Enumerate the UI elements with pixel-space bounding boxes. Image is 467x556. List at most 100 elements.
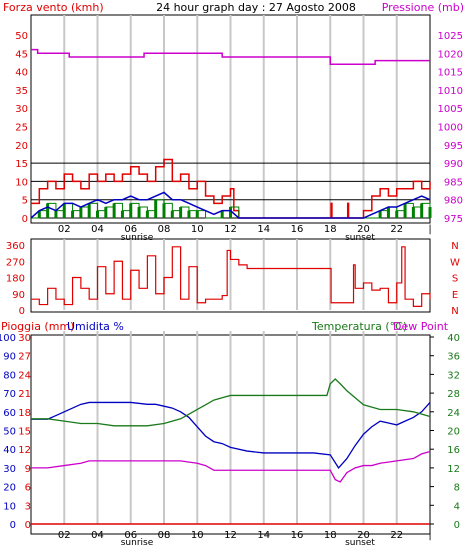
wind-y-tick-label: 50 — [15, 31, 28, 42]
compass-tick-label: W — [450, 257, 460, 268]
humidity-y-tick-label: 70 — [3, 389, 16, 400]
wind-x-tick-label: 12 — [224, 224, 237, 235]
temp-x-tick-label: 20 — [357, 530, 370, 541]
sunrise-label-bottom: sunrise — [121, 538, 154, 548]
rain-y-tick-label: 18 — [18, 408, 31, 419]
axes-layer: 02 04 06 08 10 12 14 16 18 20 22 |02 04 06 08 10 12 14 16 1… — [0, 31, 463, 541]
temp-x-tick-label: 18 — [324, 530, 337, 541]
series-layer — [30, 48, 432, 525]
wind-x-tick-label: 10 — [191, 224, 204, 235]
wind-y-tick-label: 20 — [15, 141, 28, 152]
temperature-y-tick-label: 36 — [447, 352, 460, 363]
dew-point-line — [31, 450, 431, 483]
humidity-y-tick-label: 20 — [3, 483, 16, 494]
wind-x-tick-label: | — [428, 224, 431, 235]
wind-y-tick-label: 40 — [15, 68, 28, 79]
compass-tick-label: S — [452, 274, 458, 285]
wind-x-tick-label: 08 — [158, 224, 171, 235]
sunset-label-top: sunset — [345, 233, 375, 243]
pressure-y-tick-label: 1020 — [438, 49, 463, 60]
direction-y-tick-label: 180 — [6, 274, 25, 285]
temp-x-tick-label: 14 — [257, 530, 270, 541]
direction-y-tick-label: 360 — [6, 241, 25, 252]
rain-y-tick-label: 3 — [25, 501, 31, 512]
compass-tick-label: N — [451, 241, 458, 252]
pressure-y-tick-label: 1010 — [438, 86, 463, 97]
wind-y-tick-label: 35 — [15, 86, 28, 97]
pressure-y-tick-label: 1025 — [438, 31, 463, 42]
rain-y-tick-label: 12 — [18, 445, 31, 456]
rain-y-tick-label: 9 — [25, 464, 31, 475]
temp-x-tick-label: 06 — [124, 530, 137, 541]
wind-y-tick-label: 10 — [15, 177, 28, 188]
temperature-y-tick-label: 8 — [454, 483, 460, 494]
humidity-y-tick-label: 30 — [3, 464, 16, 475]
wind-y-tick-label: 25 — [15, 123, 28, 134]
temp-x-tick-label: 16 — [291, 530, 304, 541]
temperature-y-tick-label: 12 — [447, 464, 460, 475]
wind-y-tick-label: 30 — [15, 104, 28, 115]
rain-y-tick-label: 0 — [25, 520, 31, 531]
humidity-y-tick-label: 60 — [3, 408, 16, 419]
pressure-y-tick-label: 995 — [444, 141, 463, 152]
direction-y-tick-label: 0 — [19, 306, 25, 317]
wind-x-tick-label: 18 — [324, 224, 337, 235]
humidity-y-tick-label: 0 — [10, 520, 16, 531]
temp-x-tick-label: 04 — [91, 530, 104, 541]
rain-axis-title: Pioggia (mm) — [1, 320, 74, 333]
temperature-y-tick-label: 16 — [447, 445, 460, 456]
temperature-line — [31, 378, 431, 427]
wind-low-line — [31, 199, 431, 219]
wind-y-tick-label: 45 — [15, 49, 28, 60]
rain-y-tick-label: 24 — [18, 370, 31, 381]
wind-x-tick-label: 04 — [91, 224, 104, 235]
humidity-line — [31, 401, 431, 469]
pressure-y-tick-label: 1015 — [438, 68, 463, 79]
wind-y-tick-label: 5 — [22, 196, 28, 207]
pressure-y-tick-label: 990 — [444, 159, 463, 170]
temperature-y-tick-label: 20 — [447, 427, 460, 438]
sunset-label-bottom: sunset — [345, 538, 375, 548]
temperature-y-tick-label: 40 — [447, 333, 460, 344]
humidity-y-tick-label: 80 — [3, 370, 16, 381]
pressure-y-tick-label: 1000 — [438, 123, 463, 134]
temperature-y-tick-label: 4 — [454, 501, 460, 512]
temperature-y-tick-label: 32 — [447, 370, 460, 381]
wind-direction-line — [31, 246, 431, 307]
rain-y-tick-label: 15 — [18, 427, 31, 438]
temp-x-tick-label: | — [428, 530, 431, 541]
pressure-title: Pressione (mb) — [382, 1, 464, 14]
humidity-y-tick-label: 100 — [0, 333, 16, 344]
wind-x-tick-label: 02 — [58, 224, 71, 235]
wind-x-tick-label: 06 — [124, 224, 137, 235]
temp-x-tick-label: 10 — [191, 530, 204, 541]
wind-y-tick-label: 15 — [15, 159, 28, 170]
compass-tick-label: N — [451, 306, 458, 317]
pressure-y-tick-label: 985 — [444, 177, 463, 188]
temp-x-tick-label: 08 — [158, 530, 171, 541]
rain-y-tick-label: 30 — [18, 333, 31, 344]
rain-y-tick-label: 21 — [18, 389, 31, 400]
chart-main-title: 24 hour graph day : 27 Agosto 2008 — [156, 1, 356, 14]
rain-y-tick-label: 6 — [25, 483, 31, 494]
temperature-y-tick-label: 0 — [454, 520, 460, 531]
temperature-y-tick-label: 28 — [447, 389, 460, 400]
humidity-y-tick-label: 50 — [3, 427, 16, 438]
humidity-y-tick-label: 10 — [3, 501, 16, 512]
humidity-y-tick-label: 90 — [3, 352, 16, 363]
temp-x-tick-label: 12 — [224, 530, 237, 541]
pressure-y-tick-label: 975 — [444, 214, 463, 225]
humidity-axis-title: Umidita % — [67, 320, 124, 333]
wind-title: Forza vento (kmh) — [3, 1, 104, 14]
humidity-y-tick-label: 40 — [3, 445, 16, 456]
wind-x-tick-label: 20 — [357, 224, 370, 235]
temperature-axis-title: Temperatura (°C) — [311, 320, 407, 333]
pressure-y-tick-label: 1005 — [438, 104, 463, 115]
dew-point-title: Dew Point — [393, 320, 449, 333]
sunrise-label-top: sunrise — [121, 233, 154, 243]
wind-y-tick-label: 0 — [22, 214, 28, 225]
compass-tick-label: E — [452, 290, 458, 301]
wind-gust-line — [31, 158, 431, 219]
